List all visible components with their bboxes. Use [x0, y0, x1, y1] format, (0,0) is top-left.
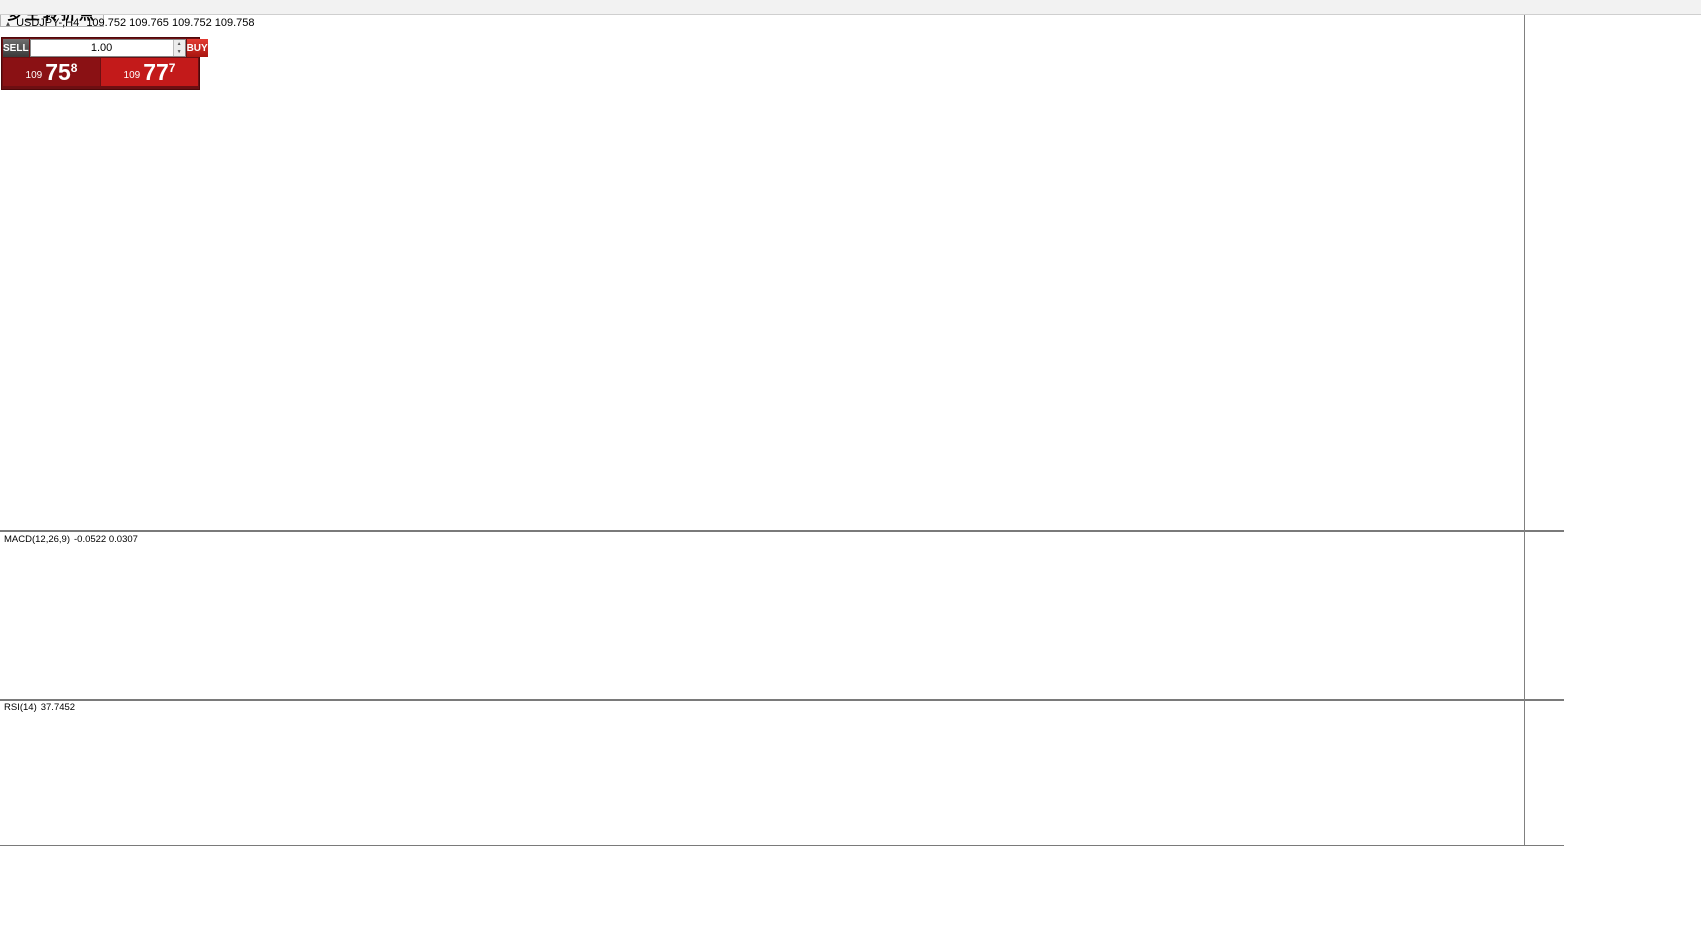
rsi-header: RSI(14) 37.7452 [4, 702, 79, 713]
rsi-canvas[interactable] [0, 700, 1524, 845]
macd-values: -0.0522 0.0307 [74, 534, 138, 545]
macd-canvas[interactable] [0, 531, 1524, 700]
rsi-title: RSI(14) [4, 702, 37, 713]
sell-price-prefix: 109 [25, 69, 43, 81]
volume-up-icon[interactable]: ▲ [176, 41, 182, 47]
volume-down-icon[interactable]: ▼ [176, 49, 182, 55]
one-click-trading-panel: SELL ▲ ▼ BUY 109 75 8 109 77 7 [2, 38, 208, 89]
time-axis-separator [0, 845, 1564, 846]
sell-price-big: 75 [45, 59, 71, 85]
rsi-value: 37.7452 [40, 702, 76, 713]
macd-header: MACD(12,26,9) -0.0522 0.0307 [4, 534, 142, 545]
sell-price-button[interactable]: 109 75 8 [3, 58, 100, 86]
price-scale-border[interactable] [1524, 14, 1525, 845]
buy-price-button[interactable]: 109 77 7 [101, 58, 198, 86]
main-toolbar [0, 0, 1701, 15]
symbol-ohlc: 109.752 109.765 109.752 109.758 [86, 17, 255, 29]
buy-price-prefix: 109 [123, 69, 141, 81]
symbol-name: USDJPY-,H4 [16, 17, 80, 29]
main-chart-canvas[interactable] [0, 14, 1524, 531]
volume-input[interactable] [30, 40, 173, 56]
volume-spinner: ▲ ▼ [172, 40, 185, 56]
rsi-splitter[interactable] [0, 699, 1564, 701]
trade-panel-price-row: 109 75 8 109 77 7 [2, 58, 199, 87]
buy-price-sup: 7 [168, 61, 176, 75]
macd-title: MACD(12,26,9) [4, 534, 70, 545]
buy-button[interactable]: BUY [186, 39, 208, 57]
one-click-collapse-icon[interactable]: ▴ [6, 19, 11, 28]
symbol-header: ▴ USDJPY-,H4 109.752 109.765 109.752 109… [6, 17, 255, 29]
sell-button[interactable]: SELL [3, 39, 29, 57]
trade-panel-top-row: SELL ▲ ▼ BUY [2, 38, 208, 58]
buy-price-big: 77 [143, 59, 169, 85]
sell-price-sup: 8 [70, 61, 78, 75]
macd-splitter[interactable] [0, 530, 1564, 532]
volume-box: ▲ ▼ [29, 39, 186, 57]
